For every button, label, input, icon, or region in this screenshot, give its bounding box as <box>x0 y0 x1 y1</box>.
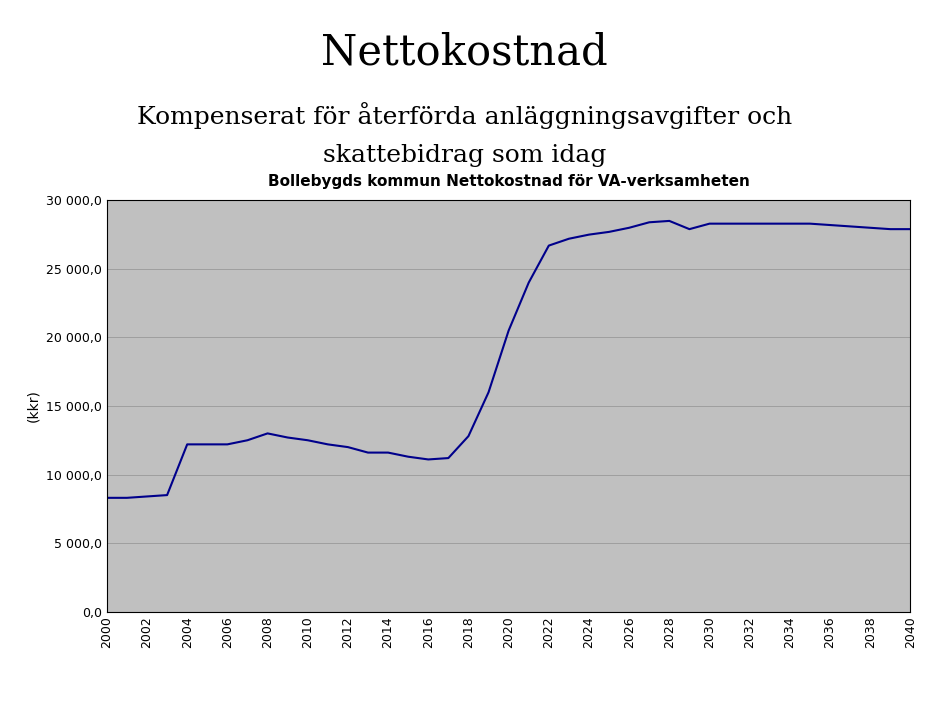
Y-axis label: (kkr): (kkr) <box>27 389 41 423</box>
Text: Kompenserat för återförda anläggningsavgifter och: Kompenserat för återförda anläggningsavg… <box>136 102 792 129</box>
Title: Bollebygds kommun Nettokostnad för VA-verksamheten: Bollebygds kommun Nettokostnad för VA-ve… <box>267 174 749 190</box>
Text: skattebidrag som idag: skattebidrag som idag <box>322 144 606 167</box>
Text: Nettokostnad: Nettokostnad <box>321 32 607 74</box>
